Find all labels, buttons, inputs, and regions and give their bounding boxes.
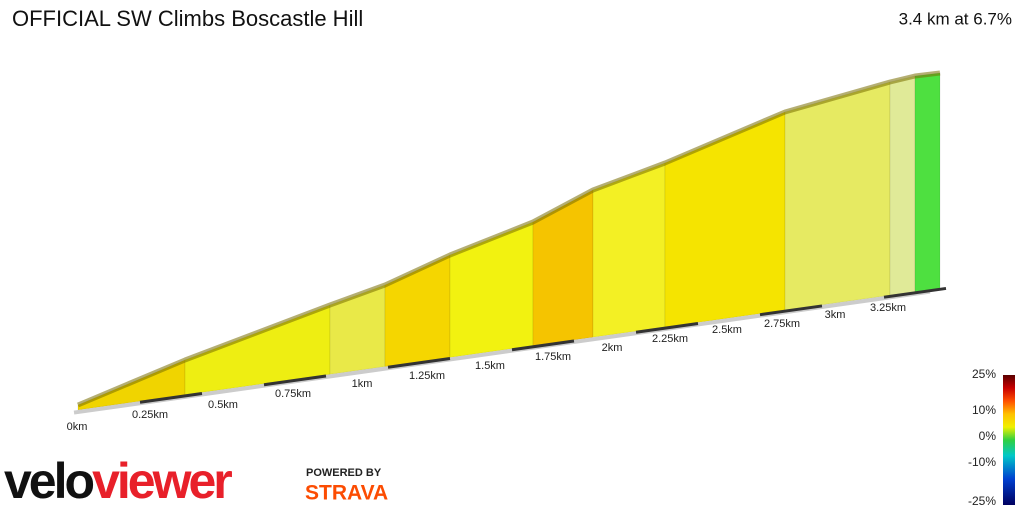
distance-tick bbox=[263, 374, 327, 387]
profile-segment bbox=[914, 72, 941, 293]
legend-label: 25% bbox=[972, 367, 996, 381]
summary: 3.4 km at 6.7% bbox=[899, 9, 1012, 28]
distance-label: 0km bbox=[67, 421, 88, 433]
distance-label: 1.75km bbox=[535, 351, 571, 363]
profile-segment bbox=[664, 111, 786, 328]
distance-label: 2.75km bbox=[764, 318, 800, 330]
logo-viewer: viewer bbox=[92, 453, 232, 509]
distance-label: 1km bbox=[352, 378, 373, 390]
profile-segment bbox=[889, 75, 916, 296]
title: OFFICIAL SW Climbs Boscastle Hill bbox=[12, 6, 363, 31]
powered-by: POWERED BY bbox=[306, 467, 382, 479]
legend-bar bbox=[1003, 375, 1015, 505]
strava: STRAVA bbox=[305, 482, 388, 505]
profile-segment bbox=[449, 221, 534, 359]
distance-label: 3km bbox=[825, 309, 846, 321]
legend-label: -10% bbox=[968, 455, 996, 469]
legend-label: 10% bbox=[972, 403, 996, 417]
distance-label: 0.5km bbox=[208, 399, 238, 411]
distance-tick bbox=[759, 304, 823, 317]
profile-rim bbox=[77, 70, 941, 408]
logo-velo: velo bbox=[4, 453, 94, 509]
profile-segment bbox=[532, 189, 594, 347]
distance-label: 0.25km bbox=[132, 409, 168, 421]
distance-tick bbox=[387, 356, 451, 369]
profile-segment bbox=[784, 81, 891, 311]
distance-tick bbox=[883, 286, 947, 299]
distance-tick bbox=[635, 321, 699, 334]
profile-segment bbox=[329, 284, 386, 375]
distance-label: 0.75km bbox=[275, 388, 311, 400]
distance-tick bbox=[139, 392, 203, 404]
legend-label: 0% bbox=[979, 429, 997, 443]
profile bbox=[73, 70, 947, 415]
distance-labels: 0km 0.25km 0.5km 0.75km 1km 1.25km 1.5km 1.75km… bbox=[67, 302, 906, 433]
distance-label: 2.5km bbox=[712, 324, 742, 336]
distance-label: 2.25km bbox=[652, 333, 688, 345]
logo: veloviewer bbox=[4, 453, 232, 509]
distance-label: 3.25km bbox=[870, 302, 906, 314]
distance-label: 1.5km bbox=[475, 360, 505, 372]
legend-label: -25% bbox=[968, 494, 996, 508]
distance-label: 1.25km bbox=[409, 370, 445, 382]
distance-tick bbox=[511, 339, 575, 352]
legend: 25% 10% 0% -10% -25% bbox=[968, 367, 996, 508]
distance-label: 2km bbox=[602, 342, 623, 354]
profile-segment bbox=[592, 162, 666, 338]
